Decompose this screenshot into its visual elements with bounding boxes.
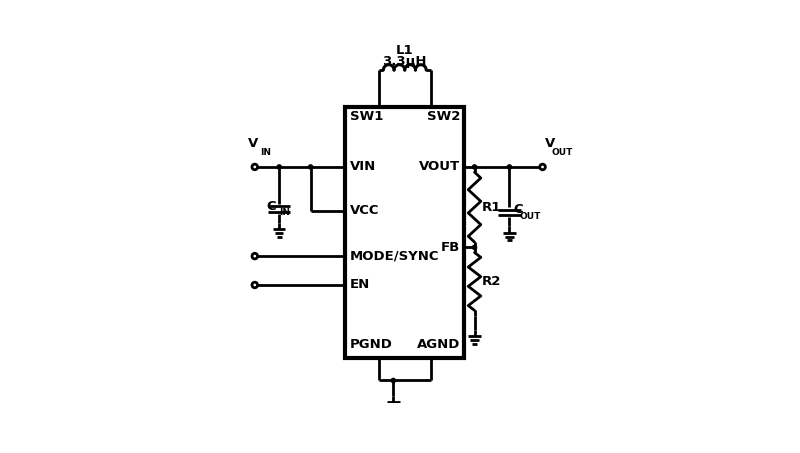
Circle shape [277,165,282,169]
Text: AGND: AGND [417,338,460,351]
Text: L1: L1 [396,44,414,58]
Text: IN: IN [260,148,271,157]
Circle shape [391,378,395,383]
Text: R2: R2 [482,275,502,288]
Text: C: C [513,203,522,216]
Text: MODE/SYNC: MODE/SYNC [350,250,439,263]
Text: PGND: PGND [350,338,393,351]
Text: SW2: SW2 [426,110,460,123]
Text: OUT: OUT [520,212,542,221]
Text: EN: EN [350,279,370,291]
Text: IN: IN [279,208,290,217]
Circle shape [507,165,511,169]
Circle shape [473,245,477,250]
Text: VCC: VCC [350,204,379,217]
Text: V: V [545,137,555,150]
Text: OUT: OUT [551,148,573,157]
Circle shape [252,253,258,259]
Text: V: V [248,137,258,150]
Text: FB: FB [441,241,460,254]
Text: 3.3μH: 3.3μH [382,55,427,68]
Circle shape [309,165,313,169]
Text: R1: R1 [482,201,502,214]
Text: C: C [266,199,277,212]
Circle shape [540,164,546,170]
Text: VIN: VIN [350,160,376,173]
Text: VOUT: VOUT [418,160,460,173]
Circle shape [252,282,258,288]
Circle shape [473,165,477,169]
Circle shape [252,164,258,170]
Bar [346,107,464,358]
Text: SW1: SW1 [350,110,383,123]
